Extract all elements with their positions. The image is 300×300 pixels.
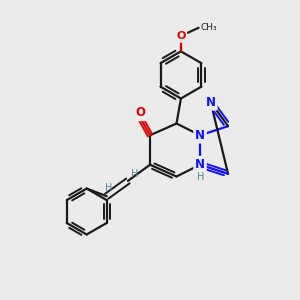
Text: N: N xyxy=(195,158,205,171)
Text: N: N xyxy=(195,129,205,142)
Text: H: H xyxy=(104,183,112,193)
Text: CH₃: CH₃ xyxy=(200,23,217,32)
Text: O: O xyxy=(136,106,146,119)
Text: N: N xyxy=(206,96,216,109)
Text: H: H xyxy=(197,172,204,182)
Text: H: H xyxy=(131,169,138,178)
Text: O: O xyxy=(176,31,186,41)
